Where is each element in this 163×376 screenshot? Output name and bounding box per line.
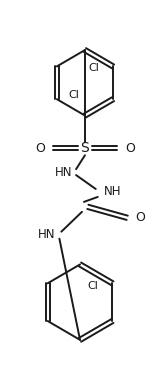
Text: HN: HN bbox=[38, 228, 55, 241]
Text: O: O bbox=[125, 142, 135, 155]
Text: O: O bbox=[135, 211, 145, 224]
Text: NH: NH bbox=[104, 185, 121, 199]
Text: Cl: Cl bbox=[69, 90, 80, 100]
Text: O: O bbox=[35, 142, 45, 155]
Text: HN: HN bbox=[55, 165, 72, 179]
Text: S: S bbox=[81, 141, 89, 155]
Text: Cl: Cl bbox=[88, 64, 99, 73]
Text: Cl: Cl bbox=[88, 281, 99, 291]
